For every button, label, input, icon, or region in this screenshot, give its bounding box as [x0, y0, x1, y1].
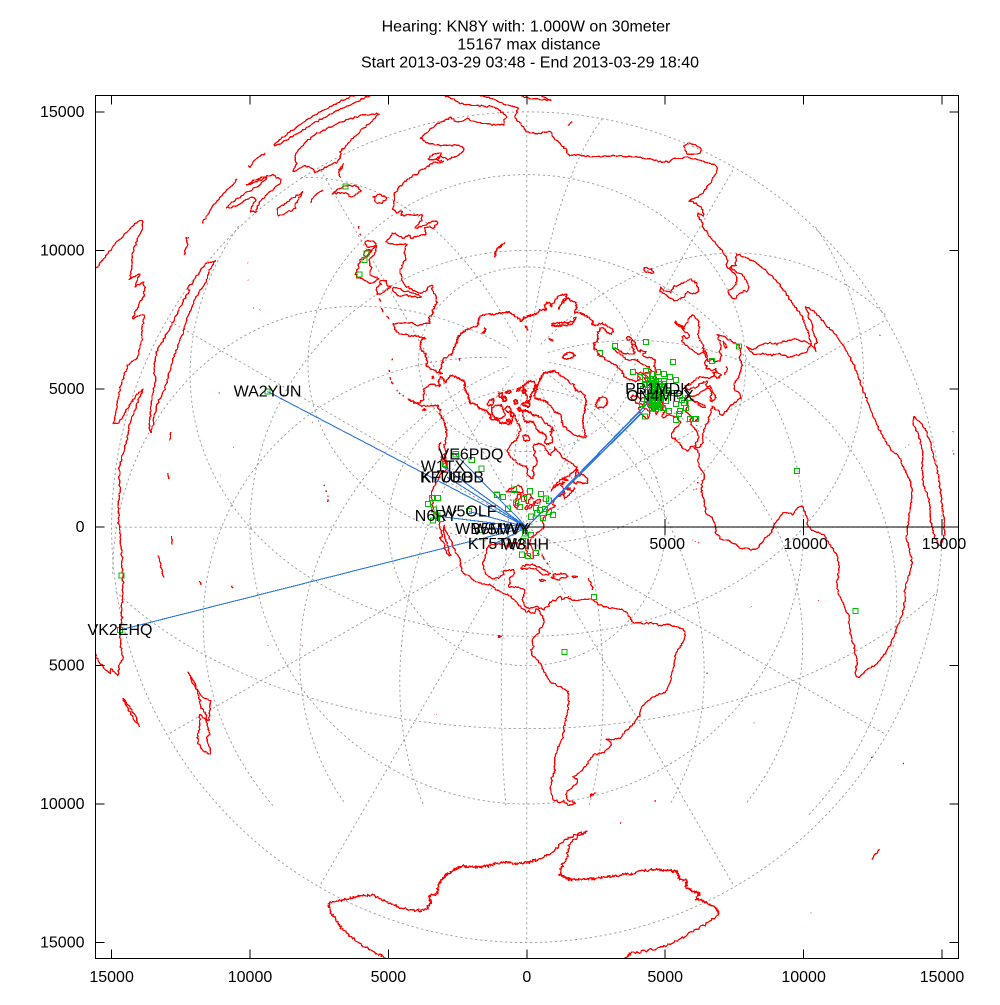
svg-text:15167 max distance: 15167 max distance: [457, 37, 600, 54]
svg-text:15000: 15000: [40, 934, 85, 951]
svg-text:10000: 10000: [40, 242, 85, 259]
svg-text:10000: 10000: [781, 969, 826, 986]
svg-text:15000: 15000: [40, 104, 85, 121]
svg-text:10000: 10000: [783, 536, 828, 553]
svg-text:K7UEB: K7UEB: [421, 470, 473, 487]
svg-text:Hearing: KN8Y with: 1.000W on: Hearing: KN8Y with: 1.000W on 30meter: [382, 19, 671, 36]
svg-text:PB1MDK: PB1MDK: [625, 381, 691, 398]
svg-text:0: 0: [522, 969, 531, 986]
svg-text:VE6PDQ: VE6PDQ: [439, 446, 504, 463]
svg-text:WA2YUN: WA2YUN: [234, 384, 302, 401]
svg-text:15000: 15000: [922, 536, 967, 553]
svg-text:W3HH: W3HH: [502, 537, 549, 554]
svg-text:W1TX: W1TX: [421, 459, 466, 476]
svg-text:5000: 5000: [647, 969, 683, 986]
svg-text:KF7UOB: KF7UOB: [420, 470, 484, 487]
svg-text:KT5TW: KT5TW: [468, 536, 523, 553]
svg-text:5000: 5000: [371, 969, 407, 986]
svg-text:10000: 10000: [40, 796, 85, 813]
svg-text:Start 2013-03-29 03:48 - End 2: Start 2013-03-29 03:48 - End 2013-03-29 …: [361, 55, 699, 72]
svg-text:VK2EHQ: VK2EHQ: [88, 622, 153, 639]
svg-text:15000: 15000: [920, 969, 965, 986]
svg-text:W5OLF: W5OLF: [441, 504, 496, 521]
svg-text:10000: 10000: [228, 969, 273, 986]
svg-text:5000: 5000: [49, 658, 85, 675]
svg-text:0: 0: [76, 519, 85, 536]
svg-text:W5MVY: W5MVY: [473, 522, 532, 539]
svg-text:5000: 5000: [649, 536, 685, 553]
svg-text:ON4MPX: ON4MPX: [626, 388, 694, 405]
svg-text:5000: 5000: [49, 381, 85, 398]
svg-text:N6RY: N6RY: [415, 508, 458, 525]
svg-text:WB5MWY: WB5MWY: [455, 521, 529, 538]
svg-text:15000: 15000: [89, 969, 134, 986]
